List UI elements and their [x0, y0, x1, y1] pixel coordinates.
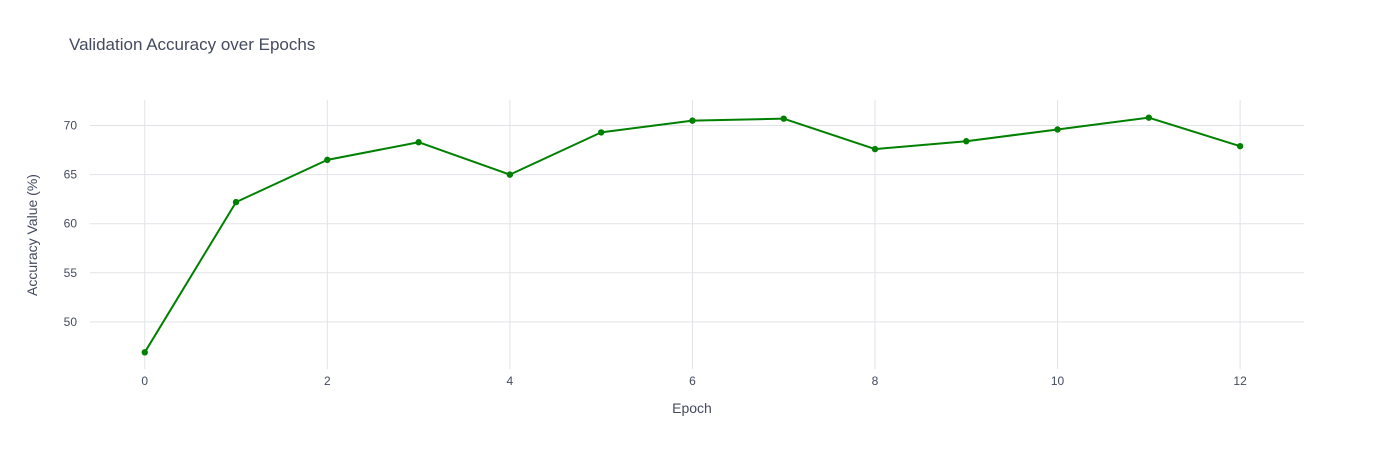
x-tick-label: 6 — [689, 374, 696, 388]
data-point[interactable] — [141, 349, 148, 356]
data-point[interactable] — [597, 129, 605, 136]
x-tick-label: 12 — [1233, 374, 1247, 388]
data-point[interactable] — [415, 139, 422, 146]
x-tick-label: 0 — [141, 374, 148, 388]
y-tick-label: 65 — [64, 168, 78, 182]
x-axis-title: Epoch — [672, 400, 712, 416]
y-axis-title: Accuracy Value (%) — [24, 174, 40, 296]
data-point[interactable] — [506, 171, 514, 178]
y-tick-label: 60 — [64, 217, 78, 231]
x-tick-label: 8 — [872, 374, 879, 388]
grid — [90, 100, 1304, 369]
data-points — [141, 114, 1244, 356]
data-point[interactable] — [232, 198, 240, 206]
y-tick-label: 70 — [64, 119, 78, 133]
data-point[interactable] — [324, 156, 331, 164]
x-tick-label: 10 — [1051, 374, 1065, 388]
data-point[interactable] — [871, 145, 879, 153]
y-tick-label: 55 — [64, 266, 78, 280]
x-tick-label: 2 — [324, 374, 331, 388]
y-tick-label: 50 — [64, 315, 78, 329]
data-point[interactable] — [1236, 142, 1244, 150]
x-tick-labels: 0 2 4 6 8 10 12 — [141, 374, 1247, 388]
data-point[interactable] — [780, 115, 787, 122]
y-tick-labels: 50 55 60 65 70 — [64, 119, 78, 329]
data-point[interactable] — [963, 138, 970, 145]
chart-title: Validation Accuracy over Epochs — [69, 35, 315, 54]
data-point[interactable] — [689, 117, 696, 124]
data-point[interactable] — [1054, 126, 1061, 133]
x-tick-label: 4 — [507, 374, 514, 388]
data-point[interactable] — [1145, 114, 1153, 121]
